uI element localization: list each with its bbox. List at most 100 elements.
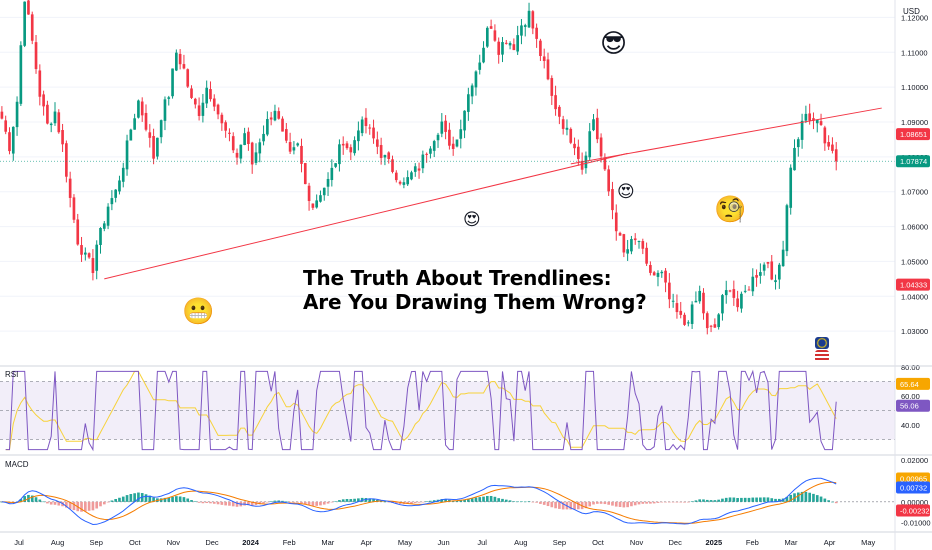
candle-body [42,94,45,107]
chart-title: The Truth About Trendlines: Are You Draw… [303,266,647,314]
candle-body [808,113,811,121]
candle-body [19,45,23,104]
macd-histogram-bar [577,501,580,510]
macd-histogram-bar [144,494,148,502]
candle-body [580,160,584,170]
macd-histogram-bar [527,501,531,502]
candle-body [796,139,800,148]
macd-histogram-bar [201,501,205,504]
macd-histogram-bar [618,501,622,507]
macd-histogram-bar [645,501,648,504]
candle-body [762,264,766,271]
macd-histogram-bar [603,501,607,505]
candle-body [781,249,785,267]
macd-histogram-bar [53,501,57,505]
macd-histogram-bar [281,500,284,502]
candle-body [38,70,42,97]
price-tick-label: 1.04000 [901,292,928,301]
candle-body [451,143,455,149]
candle-body [201,102,205,116]
macd-histogram-bar [387,501,391,503]
candle-body [8,132,11,152]
macd-tick-label: 0.02000 [901,456,928,465]
price-marker-label-bg [896,128,930,141]
macd-histogram-bar [19,499,23,502]
macd-histogram-bar [125,495,129,502]
macd-histogram-bar [432,500,436,502]
candle-body [637,241,641,243]
candle-body [156,137,159,157]
candle-body [15,101,19,128]
price-tick-label: 1.03000 [901,327,928,336]
heart-eyes-emoji: 😍 [617,182,635,202]
candle-body [694,300,698,303]
candle-body [220,114,224,124]
candle-body [595,117,599,140]
candle-body [34,42,38,70]
candle-body [296,143,300,146]
candle-body [239,144,243,159]
price-tick-label: 1.05000 [901,257,928,266]
candle-body [95,244,99,271]
candle-body [61,130,64,145]
macd-histogram-bar [595,501,599,504]
rsi-line [5,369,837,452]
macd-marker-label-bg [896,504,930,517]
macd-histogram-bar [728,497,732,502]
macd-histogram-bar [95,501,99,509]
macd-histogram-bar [114,499,117,502]
candle-body [65,143,68,177]
macd-histogram-bar [485,495,489,502]
candle-body [23,1,26,46]
candle-body [144,112,148,130]
candle-body [281,118,284,132]
candle-body [497,41,501,55]
macd-histogram-bar [561,501,565,510]
candle-body [618,232,622,236]
candle-body [99,227,102,245]
macd-histogram-bar [110,500,114,502]
candle-body [258,142,262,154]
macd-histogram-bar [694,500,698,502]
macd-histogram-bar [121,496,125,502]
candle-body [121,167,125,182]
macd-histogram-bar [34,497,38,502]
macd-histogram-bar [228,501,231,506]
candle-body [561,119,565,129]
macd-histogram-bar [759,497,762,502]
time-tick-label: Sep [90,538,103,547]
price-marker-label: 1.08651 [900,130,927,139]
candle-body [569,128,573,143]
macd-histogram-bar [455,500,459,502]
price-marker-label: 1.07874 [900,157,927,166]
macd-histogram-bar [766,497,770,502]
time-tick-label: Jul [477,538,487,547]
candle-body [186,69,190,87]
candle-body [444,120,447,132]
candle-body [812,118,815,121]
macd-histogram-bar [349,499,353,502]
macd-histogram-bar [683,501,686,503]
candle-body [421,154,425,169]
macd-histogram-bar [751,497,755,502]
time-tick-label: Apr [824,538,836,547]
candle-body [288,142,292,152]
candle-body [470,85,474,97]
macd-histogram-bar [573,501,576,510]
candle-body [622,234,626,253]
time-axis[interactable]: Jul Aug Sep Oct Nov Dec 2024 Feb Mar Apr May Jun Jul… [14,538,875,547]
macd-histogram-bar [690,501,694,502]
trendline [570,107,882,165]
macd-histogram-bar [630,501,633,507]
macd-histogram-bar [357,498,360,502]
candle-body [656,272,660,277]
candle-body [690,304,694,324]
candle-body [550,78,554,96]
macd-histogram-bar [167,497,171,502]
macd-histogram-bar [186,498,190,502]
macd-histogram-bar [762,497,766,502]
macd-histogram-bar [747,497,751,502]
candle-body [440,121,444,134]
macd-histogram-bar [796,492,800,502]
